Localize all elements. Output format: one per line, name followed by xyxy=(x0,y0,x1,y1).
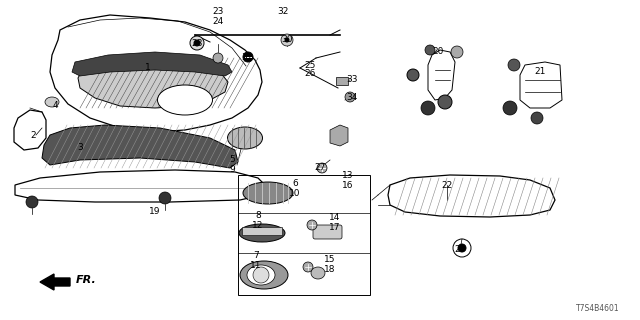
Circle shape xyxy=(421,101,435,115)
Circle shape xyxy=(345,92,355,102)
Text: 1: 1 xyxy=(145,63,151,73)
Polygon shape xyxy=(72,52,232,76)
Bar xyxy=(238,175,370,295)
Text: 6: 6 xyxy=(292,179,298,188)
Circle shape xyxy=(213,53,223,63)
Circle shape xyxy=(425,45,435,55)
Circle shape xyxy=(285,38,289,42)
Circle shape xyxy=(303,262,313,272)
Ellipse shape xyxy=(311,267,325,279)
Polygon shape xyxy=(42,125,238,168)
Text: 11: 11 xyxy=(250,261,262,270)
Text: 3: 3 xyxy=(77,143,83,153)
Text: 4: 4 xyxy=(52,100,58,109)
Text: 25: 25 xyxy=(304,60,316,69)
Circle shape xyxy=(307,220,317,230)
Bar xyxy=(336,77,348,85)
FancyArrow shape xyxy=(40,274,70,290)
Text: 13: 13 xyxy=(342,171,354,180)
Text: 23: 23 xyxy=(212,7,224,17)
Text: 22: 22 xyxy=(442,180,452,189)
Circle shape xyxy=(451,46,463,58)
Text: 20: 20 xyxy=(432,47,444,57)
Polygon shape xyxy=(78,58,228,108)
Text: 32: 32 xyxy=(277,7,289,17)
Text: 7: 7 xyxy=(253,252,259,260)
Text: 9: 9 xyxy=(229,165,235,174)
Text: T7S4B4601: T7S4B4601 xyxy=(577,304,620,313)
Circle shape xyxy=(253,267,269,283)
Text: 24: 24 xyxy=(212,17,223,26)
Text: 19: 19 xyxy=(149,207,161,217)
Text: 28: 28 xyxy=(191,39,203,49)
Text: FR.: FR. xyxy=(76,275,97,285)
Ellipse shape xyxy=(247,265,275,285)
Ellipse shape xyxy=(243,182,293,204)
Text: 12: 12 xyxy=(252,220,264,229)
Text: 5: 5 xyxy=(229,156,235,164)
Text: 34: 34 xyxy=(346,92,358,101)
Text: 14: 14 xyxy=(330,213,340,222)
Circle shape xyxy=(159,192,171,204)
Circle shape xyxy=(281,34,293,46)
Circle shape xyxy=(243,52,253,62)
Ellipse shape xyxy=(240,261,288,289)
Text: 30: 30 xyxy=(281,36,292,44)
Ellipse shape xyxy=(227,127,262,149)
Circle shape xyxy=(407,69,419,81)
Ellipse shape xyxy=(45,97,59,107)
Text: 17: 17 xyxy=(329,223,340,233)
Text: 33: 33 xyxy=(346,76,358,84)
Circle shape xyxy=(438,95,452,109)
Circle shape xyxy=(190,36,204,50)
Text: 16: 16 xyxy=(342,180,354,189)
Bar xyxy=(242,227,282,235)
Text: 21: 21 xyxy=(534,68,546,76)
Circle shape xyxy=(26,196,38,208)
Circle shape xyxy=(458,244,466,252)
Circle shape xyxy=(503,101,517,115)
Ellipse shape xyxy=(239,224,285,242)
FancyBboxPatch shape xyxy=(313,225,342,239)
Text: 18: 18 xyxy=(324,266,336,275)
Text: 26: 26 xyxy=(304,69,316,78)
Text: 27: 27 xyxy=(314,164,326,172)
Ellipse shape xyxy=(157,85,212,115)
Text: 2: 2 xyxy=(30,131,36,140)
Text: 29: 29 xyxy=(454,245,466,254)
Text: 10: 10 xyxy=(289,188,301,197)
Text: 15: 15 xyxy=(324,255,336,265)
Polygon shape xyxy=(330,125,348,146)
Circle shape xyxy=(531,112,543,124)
Circle shape xyxy=(317,163,327,173)
Text: 31: 31 xyxy=(241,52,253,61)
Text: 8: 8 xyxy=(255,211,261,220)
Circle shape xyxy=(508,59,520,71)
Circle shape xyxy=(194,40,200,46)
